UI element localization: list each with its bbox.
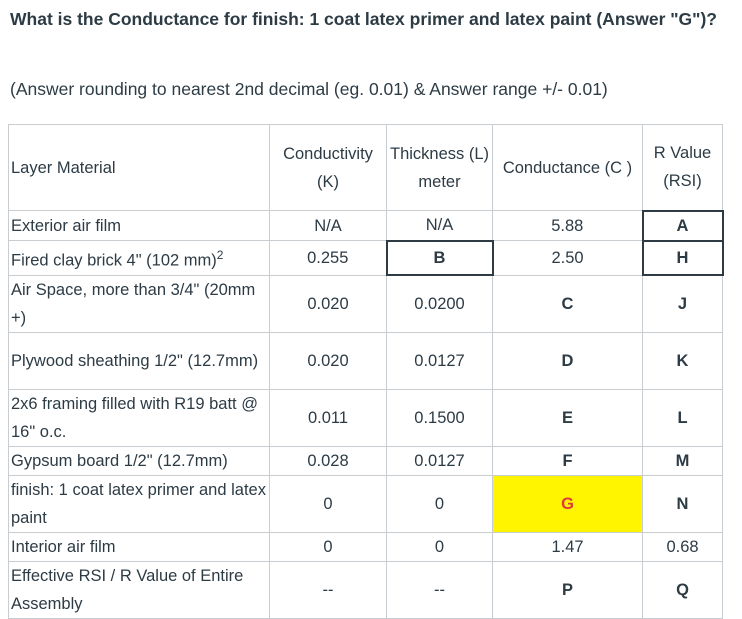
answer-cell-h[interactable]: H <box>641 239 724 276</box>
header-thickness: Thickness (L) meter <box>386 124 493 211</box>
row-material: finish: 1 coat latex primer and latex pa… <box>8 474 270 533</box>
row-conductivity: -- <box>269 560 387 619</box>
row-conductivity: 0.011 <box>269 388 387 447</box>
row-thickness: 0.0200 <box>386 274 493 333</box>
row-conductivity: N/A <box>269 210 387 241</box>
answer-cell-c[interactable]: C <box>492 274 643 333</box>
answer-cell-k[interactable]: K <box>642 331 723 390</box>
row-material: Exterior air film <box>8 210 270 241</box>
answer-cell-b[interactable]: B <box>385 239 494 276</box>
answer-cell-q[interactable]: Q <box>642 560 723 619</box>
row-conductance: 5.88 <box>492 210 643 241</box>
rounding-note: (Answer rounding to nearest 2nd decimal … <box>10 79 608 99</box>
row-material: Gypsum board 1/2" (12.7mm) <box>8 445 270 476</box>
row-rvalue: 0.68 <box>642 531 723 562</box>
table-row: Effective RSI / R Value of Entire Assemb… <box>8 560 723 619</box>
answer-cell-f[interactable]: F <box>492 445 643 476</box>
row-conductivity: 0.020 <box>269 331 387 390</box>
header-material: Layer Material <box>8 124 270 211</box>
answer-cell-n[interactable]: N <box>642 474 723 533</box>
header-conductivity: Conductivity (K) <box>269 124 387 211</box>
row-thickness: -- <box>386 560 493 619</box>
table-row: Plywood sheathing 1/2" (12.7mm) 0.020 0.… <box>8 331 723 390</box>
row-thickness: 0 <box>386 474 493 533</box>
table-row: Interior air film 0 0 1.47 0.68 <box>8 531 723 562</box>
header-conductance: Conductance (C ) <box>492 124 643 211</box>
table-row: finish: 1 coat latex primer and latex pa… <box>8 474 723 533</box>
answer-cell-g[interactable]: G <box>492 474 643 533</box>
table-row: Exterior air film N/A N/A 5.88 A <box>8 209 724 242</box>
row-material: Fired clay brick 4" (102 mm)2 <box>8 240 270 276</box>
answer-cell-m[interactable]: M <box>642 445 723 476</box>
table-row: Gypsum board 1/2" (12.7mm) 0.028 0.0127 … <box>8 445 723 476</box>
row-conductivity: 0.028 <box>269 445 387 476</box>
row-conductivity: 0.255 <box>269 240 387 276</box>
row-material: Interior air film <box>8 531 270 562</box>
row-material: Plywood sheathing 1/2" (12.7mm) <box>8 331 270 390</box>
row-conductivity: 0.020 <box>269 274 387 333</box>
table-row: Fired clay brick 4" (102 mm)2 0.255 B 2.… <box>8 239 724 276</box>
answer-cell-p[interactable]: P <box>492 560 643 619</box>
row-conductivity: 0 <box>269 474 387 533</box>
answer-cell-a[interactable]: A <box>641 209 724 242</box>
answer-cell-d[interactable]: D <box>492 331 643 390</box>
row-thickness: N/A <box>386 210 493 241</box>
row-conductance: 2.50 <box>492 240 643 276</box>
table-row: 2x6 framing filled with R19 batt @ 16" o… <box>8 388 723 447</box>
row-thickness: 0 <box>386 531 493 562</box>
row-thickness: 0.0127 <box>386 331 493 390</box>
conductance-table: Layer Material Conductivity (K) Thicknes… <box>8 124 724 619</box>
row-material: Air Space, more than 3/4" (20mm +) <box>8 274 270 333</box>
footnote-marker: 2 <box>216 248 224 262</box>
table-row: Air Space, more than 3/4" (20mm +) 0.020… <box>8 274 723 333</box>
header-row: Layer Material Conductivity (K) Thicknes… <box>8 124 723 211</box>
answer-cell-e[interactable]: E <box>492 388 643 447</box>
answer-cell-l[interactable]: L <box>642 388 723 447</box>
question-text: What is the Conductance for finish: 1 co… <box>10 9 717 29</box>
row-conductivity: 0 <box>269 531 387 562</box>
answer-cell-j[interactable]: J <box>642 274 723 333</box>
row-material: 2x6 framing filled with R19 batt @ 16" o… <box>8 388 270 447</box>
row-thickness: 0.1500 <box>386 388 493 447</box>
row-thickness: 0.0127 <box>386 445 493 476</box>
row-conductance: 1.47 <box>492 531 643 562</box>
row-material: Effective RSI / R Value of Entire Assemb… <box>8 560 270 619</box>
header-rvalue: R Value (RSI) <box>642 124 723 211</box>
